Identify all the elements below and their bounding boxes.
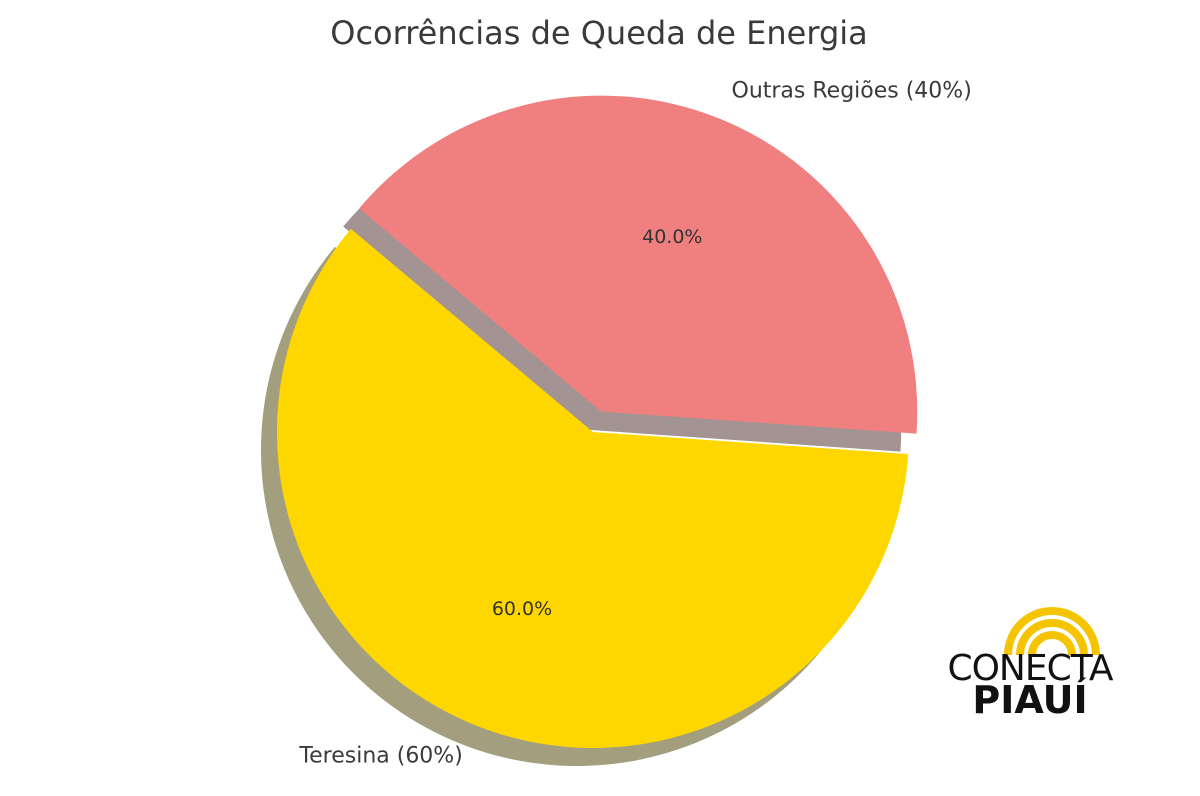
- slices-layer: [276, 95, 918, 749]
- labels-layer: 60.0% Teresina (60%) 40.0% Outras Regiões (…: [298, 78, 971, 768]
- logo-line-1: CONECTA: [947, 648, 1113, 689]
- signal-arc-3: [1004, 607, 1100, 656]
- pct-label-teresina: 60.0%: [492, 598, 552, 620]
- slice-label-outras-regioes: Outras Regiões (40%): [732, 78, 972, 103]
- signal-arcs-icon: [1004, 607, 1100, 656]
- signal-arc-2: [1016, 619, 1088, 656]
- conecta-piaui-logo: CONECTA PIAUÍ: [947, 607, 1115, 722]
- signal-arc-1: [1028, 631, 1076, 656]
- slice-label-teresina: Teresina (60%): [298, 743, 462, 768]
- pie-slice-outras-regioes: [359, 95, 918, 434]
- pie-slice-teresina: [276, 228, 909, 749]
- chart-title: Ocorrências de Queda de Energia: [330, 14, 868, 52]
- logo-line-2: PIAUÍ: [972, 678, 1087, 722]
- pct-label-outras-regioes: 40.0%: [642, 226, 702, 248]
